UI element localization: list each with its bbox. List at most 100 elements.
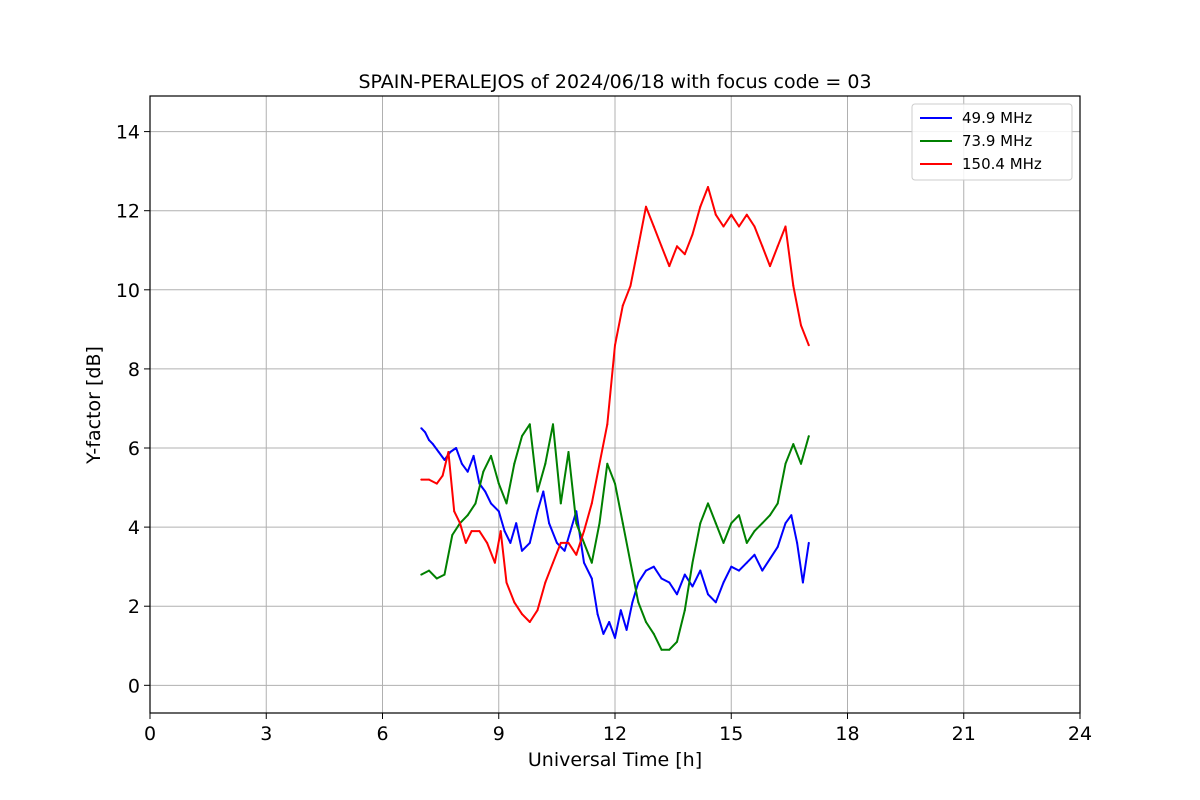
series-line-0: [420, 427, 810, 639]
data-point: [474, 502, 477, 505]
x-tick-label: 12: [603, 723, 627, 745]
data-point: [590, 502, 593, 505]
data-point: [536, 490, 539, 493]
y-tick-label: 12: [116, 201, 140, 223]
legend-label: 150.4 MHz: [962, 155, 1042, 173]
data-point: [544, 581, 547, 584]
data-point: [637, 581, 640, 584]
data-point: [761, 569, 764, 572]
y-tick-label: 2: [128, 596, 140, 618]
data-point: [660, 648, 663, 651]
data-point: [428, 569, 430, 572]
data-point: [443, 573, 446, 576]
data-point: [668, 581, 671, 584]
data-point: [745, 541, 748, 544]
data-point: [552, 561, 554, 564]
data-point: [548, 522, 551, 525]
data-point: [637, 245, 640, 248]
data-point: [420, 427, 423, 430]
data-point: [621, 304, 624, 307]
data-point: [800, 324, 802, 327]
x-tick-label: 0: [144, 723, 156, 745]
data-point: [776, 545, 779, 548]
data-point: [683, 609, 686, 612]
x-tick-label: 21: [952, 723, 976, 745]
data-point: [453, 510, 456, 513]
data-point: [745, 561, 748, 564]
data-point: [784, 462, 787, 465]
data-point: [521, 549, 523, 552]
y-tick-label: 4: [128, 517, 140, 539]
chart-title: SPAIN-PERALEJOS of 2024/06/18 with focus…: [358, 71, 871, 93]
data-point: [606, 462, 609, 465]
x-tick-label: 18: [835, 723, 859, 745]
data-point: [536, 609, 539, 612]
data-point: [792, 443, 795, 446]
data-point: [575, 553, 578, 556]
data-point: [614, 344, 616, 347]
data-point: [769, 265, 771, 268]
data-point: [428, 478, 430, 481]
data-point: [645, 569, 647, 572]
data-point: [559, 541, 562, 544]
data-point: [583, 541, 585, 544]
data-point: [807, 344, 810, 347]
data-point: [637, 601, 640, 604]
data-point: [676, 245, 678, 248]
data-point: [776, 502, 779, 505]
data-point: [683, 253, 686, 256]
data-point: [528, 541, 531, 544]
data-point: [645, 205, 647, 208]
y-tick-label: 6: [128, 438, 140, 460]
data-point: [544, 462, 547, 465]
data-point: [521, 613, 523, 616]
data-point: [528, 621, 531, 623]
data-point: [505, 581, 508, 584]
data-point: [455, 447, 458, 449]
data-point: [559, 502, 562, 505]
data-point: [513, 462, 516, 465]
data-point: [497, 482, 500, 485]
data-point: [420, 478, 423, 481]
legend: 49.9 MHz 73.9 MHz 150.4 MHz: [911, 103, 1073, 181]
data-point: [575, 522, 578, 525]
data-point: [536, 510, 539, 513]
data-point: [800, 462, 802, 465]
data-point: [606, 423, 609, 426]
data-point: [668, 648, 671, 651]
data-point: [660, 245, 663, 248]
data-point: [567, 451, 570, 453]
data-point: [569, 530, 572, 533]
data-point: [435, 577, 438, 580]
data-point: [738, 225, 740, 228]
data-point: [513, 601, 516, 604]
data-point: [567, 541, 570, 544]
data-point: [528, 423, 531, 426]
data-point: [497, 510, 500, 513]
x-ticks: 0 3 6 9 12 15 18 21 24: [144, 713, 1092, 745]
y-tick-label: 8: [128, 359, 140, 381]
data-point: [660, 577, 663, 580]
data-point: [761, 245, 764, 248]
data-point: [801, 581, 804, 584]
data-point: [621, 522, 624, 525]
data-point: [555, 541, 558, 544]
data-point: [466, 514, 469, 517]
y-tick-label: 0: [128, 675, 140, 697]
data-point: [435, 482, 438, 485]
data-point: [676, 593, 678, 596]
data-point: [792, 284, 795, 287]
data-point: [668, 265, 671, 268]
legend-box: [911, 103, 1073, 181]
data-point: [428, 439, 430, 442]
data-point: [807, 435, 810, 438]
data-point: [699, 205, 702, 208]
x-tick-label: 6: [376, 723, 388, 745]
data-point: [629, 284, 632, 287]
data-point: [552, 423, 554, 426]
data-point: [614, 636, 616, 639]
data-point: [490, 454, 492, 457]
data-point: [602, 632, 605, 635]
data-point: [583, 561, 585, 564]
